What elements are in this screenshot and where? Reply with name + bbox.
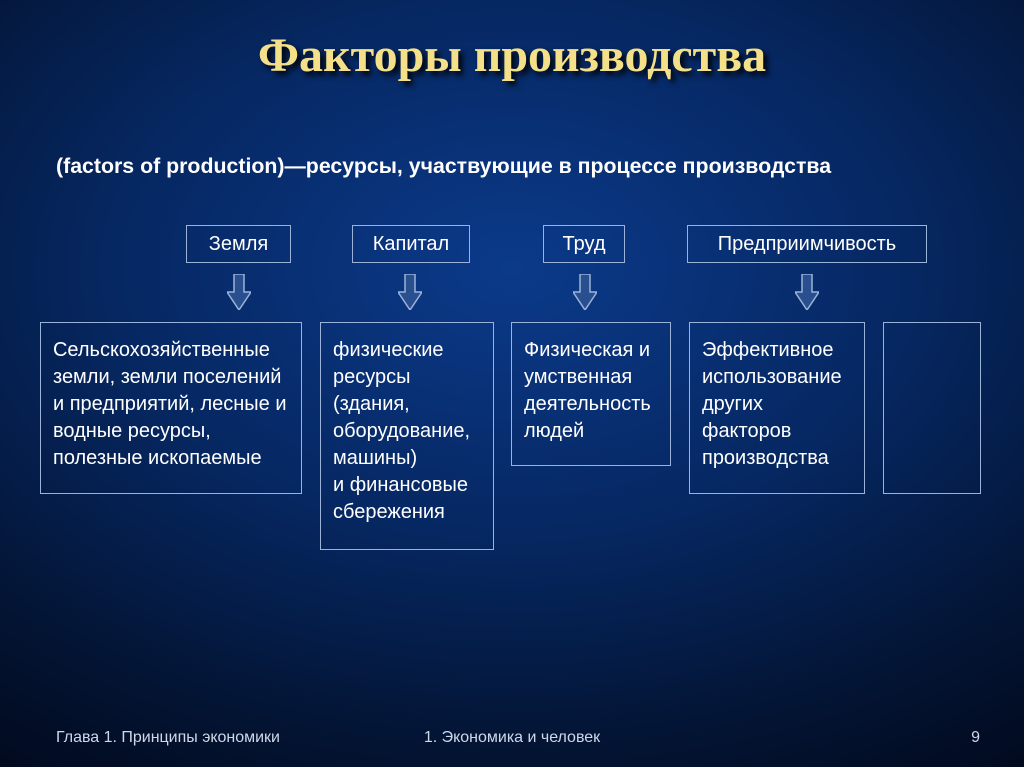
slide-title-text: Факторы производства (258, 29, 766, 82)
slide-subtitle-text: (factors of production)—ресурсы, участву… (56, 154, 831, 178)
factor-desc-text: физические ресурсы (здания, оборудование… (333, 337, 481, 526)
down-arrow-icon (227, 274, 251, 310)
factor-desc-text: Эффективное использование других факторо… (702, 337, 852, 472)
factor-desc-box-0: Сельскохозяйственные земли, земли поселе… (40, 322, 302, 494)
footer-center-text: 1. Экономика и человек (424, 729, 600, 746)
factor-box-2: Труд (543, 225, 625, 263)
factor-desc-box-1: физические ресурсы (здания, оборудование… (320, 322, 494, 550)
down-arrow-icon (795, 274, 819, 310)
slide-subtitle: (factors of production)—ресурсы, участву… (56, 154, 831, 179)
footer-right-text: 9 (971, 729, 980, 746)
down-arrow-icon (398, 274, 422, 310)
factor-box-label: Предприимчивость (694, 231, 920, 258)
factor-box-3: Предприимчивость (687, 225, 927, 263)
factor-desc-box-2: Физическая и умственная деятельность люд… (511, 322, 671, 466)
factor-desc-text: Физическая и умственная деятельность люд… (524, 337, 658, 445)
factor-desc-text: Сельскохозяйственные земли, земли поселе… (53, 337, 289, 472)
factor-box-0: Земля (186, 225, 291, 263)
factor-desc-box-3: Эффективное использование других факторо… (689, 322, 865, 494)
footer-center: 1. Экономика и человек (0, 729, 1024, 747)
factor-box-label: Земля (193, 231, 284, 258)
factor-box-label: Капитал (359, 231, 463, 258)
factor-desc-box-4 (883, 322, 981, 494)
slide-title: Факторы производства (0, 28, 1024, 83)
down-arrow-icon (573, 274, 597, 310)
factor-box-1: Капитал (352, 225, 470, 263)
factor-box-label: Труд (550, 231, 618, 258)
footer-right: 9 (971, 729, 980, 747)
